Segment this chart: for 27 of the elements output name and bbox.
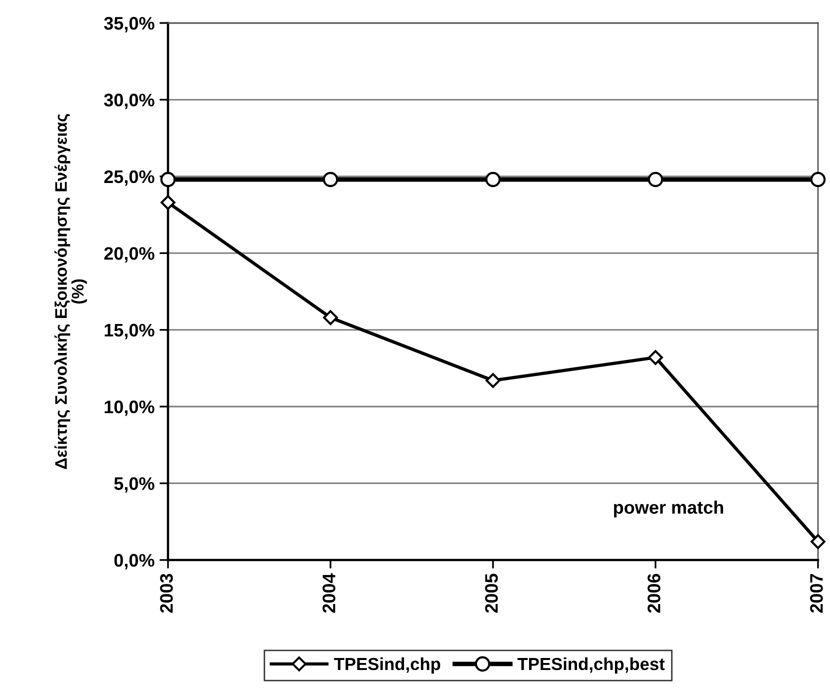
y-tick-label: 10,0%: [104, 400, 154, 416]
y-tick-label: 25,0%: [104, 170, 154, 186]
point: [486, 373, 500, 388]
y-tick-label: 30,0%: [104, 94, 154, 110]
x-tick-label: 2007: [810, 574, 823, 613]
x-tick-label: 2004: [322, 573, 336, 613]
x-tick-label: 2006: [648, 574, 660, 613]
point: [648, 350, 663, 365]
point: [322, 172, 338, 188]
point: [810, 534, 826, 550]
point: [160, 172, 176, 188]
annotation: power match: [614, 500, 724, 518]
legend-label: TPESind,chp: [334, 657, 440, 674]
point: [648, 172, 664, 188]
y-axis-title: Δείκτης Συνολικής Εξοικονόμησης Ενέργειας (%): [54, 114, 87, 469]
y-tick-label: 35,0%: [104, 16, 154, 32]
y-tick-label: 0,0%: [114, 554, 154, 570]
y-tick-label: 5,0%: [114, 477, 154, 493]
x-tick-label: 2005: [485, 574, 498, 613]
x-tick-label: 2003: [160, 574, 173, 613]
legend-label: TPESind,chp,best: [518, 657, 665, 674]
point: [160, 195, 176, 210]
point: [323, 310, 338, 326]
y-tick-label: 15,0%: [104, 324, 154, 340]
point: [485, 172, 501, 188]
point: [810, 172, 826, 188]
y-tick-label: 20,0%: [104, 247, 154, 262]
